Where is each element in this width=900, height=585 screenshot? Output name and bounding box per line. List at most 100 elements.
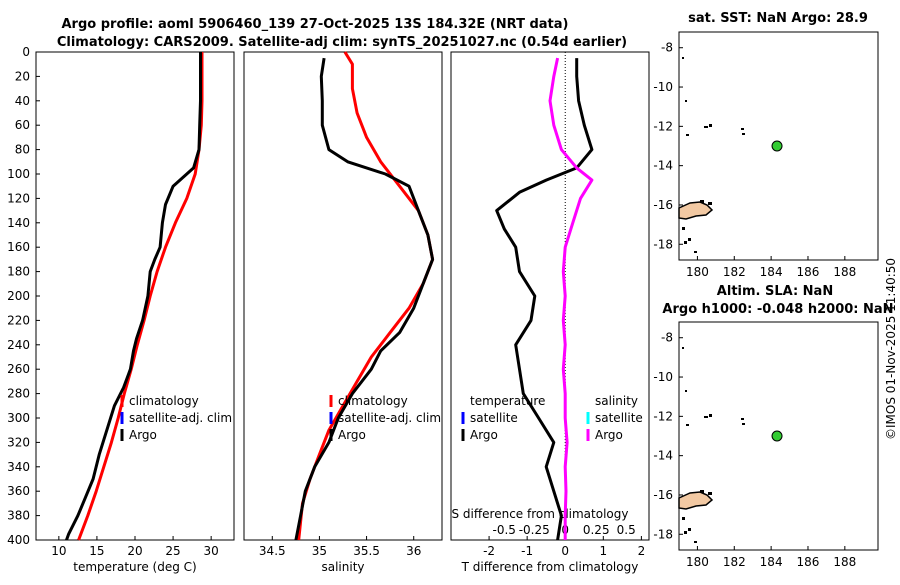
lat-tick-label: -14 (653, 449, 673, 463)
depth-tick-label: 260 (7, 362, 30, 376)
land-patches (678, 57, 745, 253)
difference-legend: temperature satellite Argo salinity sate… (461, 394, 643, 442)
series-line-climatology (297, 51, 435, 541)
depth-tick-label: 120 (7, 191, 30, 205)
depth-tick-label: 320 (7, 435, 30, 449)
lat-tick-label: -12 (653, 409, 673, 423)
series-line-argo (65, 52, 202, 541)
legend-temp-argo: Argo (470, 428, 498, 442)
x-tick-label: 35 (312, 544, 327, 558)
depth-tick-label: 80 (15, 143, 30, 157)
x-tick-label: -1 (521, 544, 533, 558)
depth-tick-label: 20 (15, 69, 30, 83)
x-tick-label: 0 (561, 544, 569, 558)
depth-tick-label: 180 (7, 265, 30, 279)
salinity-legend: climatology satellite-adj. clim Argo (329, 394, 441, 442)
sst-map-title: sat. SST: NaN Argo: 28.9 (688, 11, 868, 26)
lon-tick-label: 188 (833, 555, 856, 569)
x-tick-label: 10 (51, 544, 66, 558)
legend-argo: Argo (338, 428, 366, 442)
sla-map: Altim. SLA: NaN Argo h1000: -0.048 h2000… (653, 284, 893, 569)
lon-tick-label: 184 (760, 265, 783, 279)
x-tick-label: 25 (165, 544, 180, 558)
depth-tick-label: 40 (15, 94, 30, 108)
lon-tick-label: 186 (797, 555, 820, 569)
temperature-legend: climatology satellite-adj. clim Argo (120, 394, 232, 442)
lat-tick-label: -10 (653, 370, 673, 384)
depth-tick-label: 200 (7, 289, 30, 303)
difference-xlabel: T difference from climatology (461, 560, 639, 574)
depth-tick-label: 400 (7, 533, 30, 547)
legend-temperature-header: temperature (470, 394, 545, 408)
x-tick-label: 36 (406, 544, 421, 558)
lon-tick-label: 180 (686, 555, 709, 569)
depth-tick-label: 380 (7, 509, 30, 523)
sst-map-axes (678, 31, 879, 261)
lat-tick-label: -18 (653, 237, 673, 251)
x-tick-label: 15 (89, 544, 104, 558)
depth-tick-label: 160 (7, 240, 30, 254)
lat-tick-label: -8 (661, 41, 673, 55)
difference-axes (450, 51, 650, 541)
lat-tick-label: -12 (653, 119, 673, 133)
legend-argo: Argo (129, 428, 157, 442)
lon-tick-label: 182 (723, 265, 746, 279)
depth-tick-label: 140 (7, 216, 30, 230)
temperature-xlabel: temperature (deg C) (73, 560, 196, 574)
salinity-tick-labels: 34.5 35 35.5 36 (259, 536, 421, 558)
lon-tick-label: 186 (797, 265, 820, 279)
salinity-panel: 34.5 35 35.5 36 salinity climatology satell… (243, 51, 443, 574)
lon-tick-label: 188 (833, 265, 856, 279)
depth-tick-label: 280 (7, 387, 30, 401)
depth-tick-labels: 0 20 40 60 80 100 120 140 160 180 200 220 240 260 280 3… (7, 45, 40, 547)
legend-sal-satellite: satellite (595, 411, 643, 425)
sst-map: sat. SST: NaN Argo: 28.9 180 182 184 186 188… (653, 11, 879, 279)
lat-tick-label: -18 (653, 527, 673, 541)
x-tick-label: 34.5 (259, 544, 286, 558)
x-tick-label: 2 (638, 544, 646, 558)
lat-tick-label: -10 (653, 80, 673, 94)
depth-tick-label: 0 (22, 45, 30, 59)
series-line-salinity-argo (548, 57, 594, 540)
temperature-axes (35, 51, 235, 541)
series-line-temperature-argo (495, 58, 594, 541)
sla-map-title-2: Argo h1000: -0.048 h2000: NaN (662, 302, 893, 317)
legend-satellite-clim: satellite-adj. clim (129, 411, 232, 425)
lat-tick-label: -14 (653, 159, 673, 173)
series-line-argo (294, 57, 435, 541)
x-tick-label: 1 (599, 544, 607, 558)
x-tick-label: 20 (127, 544, 142, 558)
salinity-diff-tick-label: 0.5 (617, 523, 636, 537)
temperature-tick-labels: 10 15 20 25 30 (51, 536, 219, 558)
salinity-diff-tick-label: -0.5 (493, 523, 516, 537)
title-line-1: Argo profile: aoml 5906460_139 27-Oct-20… (62, 17, 569, 32)
legend-sal-argo: Argo (595, 428, 623, 442)
title-line-2: Climatology: CARS2009. Satellite-adj cli… (57, 35, 627, 50)
sla-map-axes (678, 321, 879, 551)
lat-tick-label: -16 (653, 198, 673, 212)
salinity-diff-tick-label: 0.25 (583, 523, 610, 537)
lon-tick-label: 180 (686, 265, 709, 279)
salinity-xlabel: salinity (321, 560, 364, 574)
lat-tick-label: -8 (661, 331, 673, 345)
salinity-diff-tick-label: -0.25 (519, 523, 550, 537)
depth-tick-label: 340 (7, 460, 30, 474)
lat-tick-label: -16 (653, 488, 673, 502)
depth-tick-label: 240 (7, 338, 30, 352)
depth-tick-label: 100 (7, 167, 30, 181)
depth-tick-label: 220 (7, 313, 30, 327)
imos-timestamp: ©IMOS 01-Nov-2025 11:40:50 (884, 258, 898, 440)
salinity-difference-label: S difference from climatology (452, 507, 629, 521)
lon-tick-label: 182 (723, 555, 746, 569)
legend-climatology: climatology (129, 394, 199, 408)
legend-climatology: climatology (338, 394, 408, 408)
temperature-panel: 0 20 40 60 80 100 120 140 160 180 200 220 240 260 280 3… (7, 45, 235, 574)
depth-tick-label: 300 (7, 411, 30, 425)
legend-salinity-header: salinity (595, 394, 638, 408)
x-tick-label: 35.5 (353, 544, 380, 558)
salinity-axes (243, 51, 443, 541)
lon-tick-label: 184 (760, 555, 783, 569)
x-tick-label: 30 (204, 544, 219, 558)
